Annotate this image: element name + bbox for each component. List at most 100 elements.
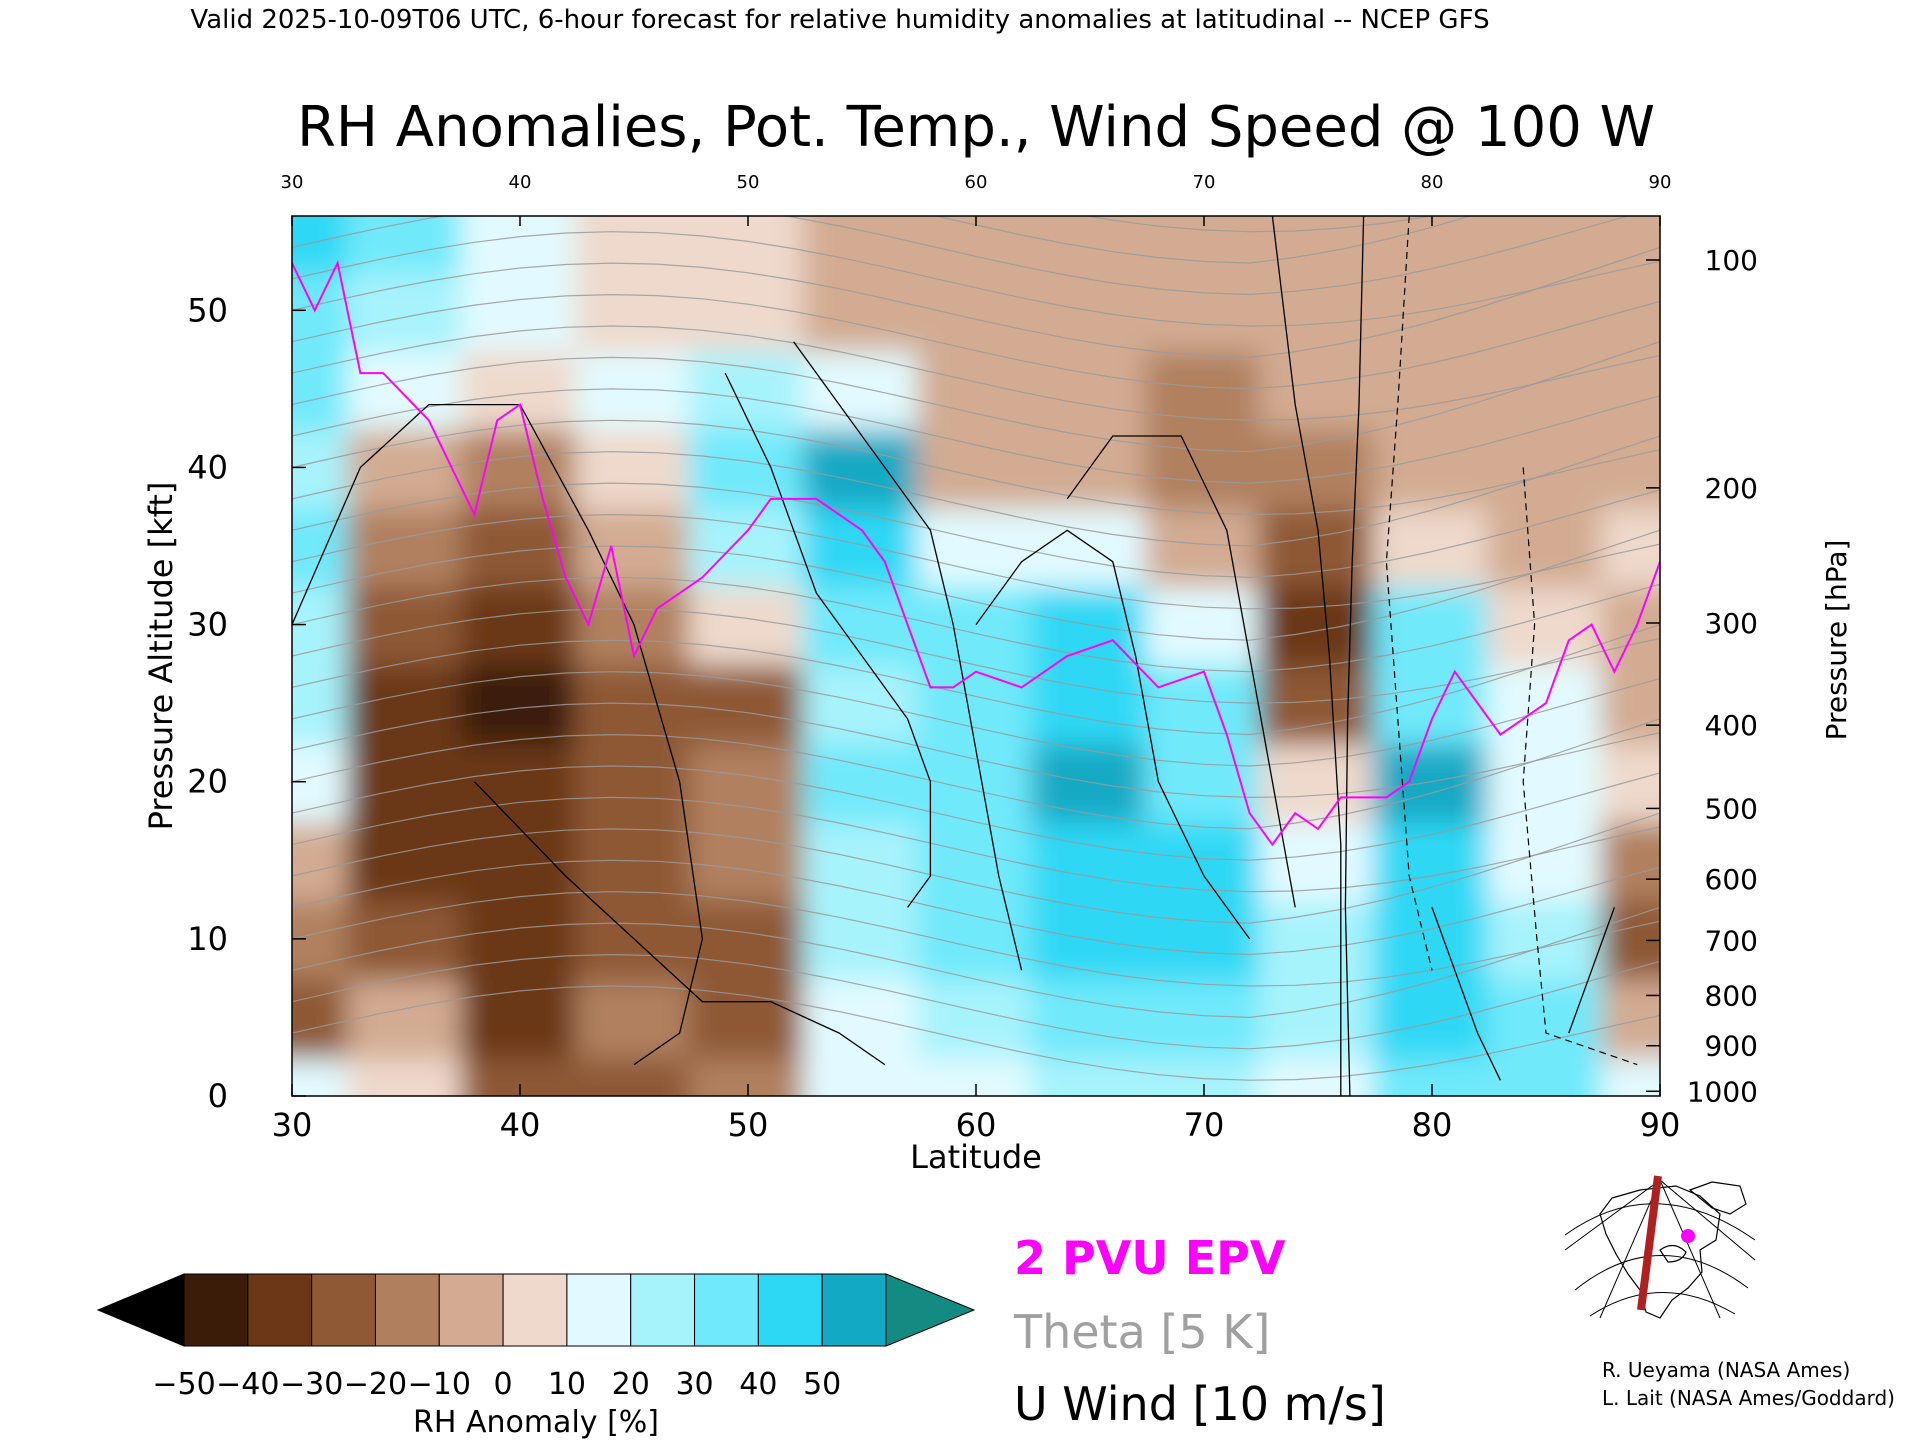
x-tick-label: 80 xyxy=(1412,1106,1453,1144)
rh-cell xyxy=(1031,661,1149,745)
rh-cell xyxy=(803,347,921,431)
rh-cell xyxy=(917,504,1035,588)
theta-contour xyxy=(292,293,1660,390)
theta-contour xyxy=(292,513,1660,610)
theta-contour xyxy=(292,671,1660,767)
rh-cell xyxy=(461,426,579,509)
rh-cell xyxy=(1601,426,1660,509)
theta-contour xyxy=(292,718,1660,830)
colorbar-tick-label: 30 xyxy=(675,1367,713,1402)
theta-contour xyxy=(292,482,1660,579)
x-axis-top: 30 40 50 60 70 80 90 xyxy=(281,172,1672,226)
rh-cell xyxy=(347,504,465,588)
pressure-tick-label: 300 xyxy=(1705,607,1758,640)
theta-contour xyxy=(292,435,1660,547)
theta-contour xyxy=(292,325,1660,421)
rh-cell xyxy=(1487,897,1605,981)
rh-cell xyxy=(1259,819,1377,902)
u-wind-contour xyxy=(793,341,1023,971)
rh-cell xyxy=(1487,347,1605,431)
rh-cell xyxy=(347,976,465,1059)
colorbar-cell xyxy=(438,1273,504,1347)
x-tick-label: 40 xyxy=(500,1106,541,1144)
rh-cell xyxy=(347,1054,465,1096)
rh-cell xyxy=(461,347,579,431)
theta-contour xyxy=(292,231,1660,327)
rh-cell xyxy=(1487,216,1605,273)
epv-2pvu-contour xyxy=(292,260,1660,847)
rh-anomaly-field xyxy=(292,216,1660,1096)
rh-cell xyxy=(803,740,921,823)
rh-cell xyxy=(347,740,465,823)
x-tick-label: 30 xyxy=(272,1106,313,1144)
colorbar-cell xyxy=(374,1273,440,1347)
colorbar-tick-label: 20 xyxy=(612,1367,650,1402)
colorbar-cell xyxy=(694,1273,759,1347)
y-tick-label: 40 xyxy=(187,448,228,486)
rh-cell xyxy=(1259,976,1377,1059)
rh-cell xyxy=(1487,1054,1605,1096)
x-top-tick-label: 90 xyxy=(1649,172,1672,193)
rh-cell xyxy=(689,976,807,1059)
rh-cell xyxy=(575,976,693,1059)
u-wind-contour xyxy=(1568,907,1616,1034)
theta-contour xyxy=(292,906,1660,1019)
rh-cell xyxy=(1031,1054,1149,1096)
colorbar-tick-label: −50 xyxy=(152,1367,215,1402)
x-top-tick-label: 70 xyxy=(1193,172,1216,193)
u-wind-contour xyxy=(1271,216,1342,1096)
theta-contour xyxy=(292,246,1660,359)
colorbar-low-arrow xyxy=(96,1273,185,1347)
u-wind-contour xyxy=(1066,435,1296,908)
rh-cell xyxy=(1259,897,1377,981)
rh-cell xyxy=(347,269,465,352)
pressure-tick-label: 600 xyxy=(1705,863,1758,896)
rh-cell xyxy=(1145,583,1263,666)
rh-cell xyxy=(347,426,465,509)
rh-cell xyxy=(689,504,807,588)
north-america-polar-map-icon xyxy=(1562,1166,1758,1319)
rh-cell xyxy=(1259,347,1377,431)
rh-cell xyxy=(917,976,1035,1059)
rh-cell xyxy=(917,347,1035,431)
rh-cell xyxy=(292,1054,351,1096)
rh-cell xyxy=(347,583,465,666)
rh-cell xyxy=(292,976,351,1059)
theta-contour xyxy=(292,576,1660,673)
theta-contour xyxy=(292,623,1660,736)
rh-cell xyxy=(1145,897,1263,981)
rh-cell xyxy=(1487,976,1605,1059)
legend-theta: Theta [5 K] xyxy=(1013,1305,1270,1359)
rh-cell xyxy=(461,269,579,352)
rh-cell xyxy=(461,661,579,745)
theta-contour xyxy=(292,702,1660,799)
rh-cell xyxy=(803,1054,921,1096)
rh-cell xyxy=(461,216,579,273)
rh-cell xyxy=(292,819,351,902)
pressure-tick-label: 200 xyxy=(1705,472,1758,505)
y-tick-label: 20 xyxy=(187,763,228,801)
theta-contour xyxy=(292,216,1631,296)
theta-contour xyxy=(292,608,1660,704)
rh-cell xyxy=(803,216,921,273)
rh-cell xyxy=(917,216,1035,273)
map-transect-100w xyxy=(1637,1175,1662,1311)
rh-cell xyxy=(1601,740,1660,823)
rh-cell xyxy=(1145,426,1263,509)
pressure-tick-label: 100 xyxy=(1705,244,1758,277)
rh-cell xyxy=(347,897,465,981)
legend-uwind: U Wind [10 m/s] xyxy=(1014,1377,1386,1431)
legend: 2 PVU EPV Theta [5 K] U Wind [10 m/s] xyxy=(1013,1231,1386,1431)
colorbar-cell xyxy=(311,1273,376,1347)
rh-cell xyxy=(1259,583,1377,666)
rh-cell xyxy=(1373,504,1491,588)
y-tick-label: 30 xyxy=(187,606,228,644)
x-tick-label: 70 xyxy=(1184,1106,1225,1144)
u-wind-contour xyxy=(292,403,704,1066)
rh-cell xyxy=(1601,661,1660,745)
rh-cell xyxy=(347,347,465,431)
theta-contour xyxy=(292,529,1660,641)
colorbar-cell xyxy=(821,1273,887,1347)
theta-contour xyxy=(292,341,1660,453)
